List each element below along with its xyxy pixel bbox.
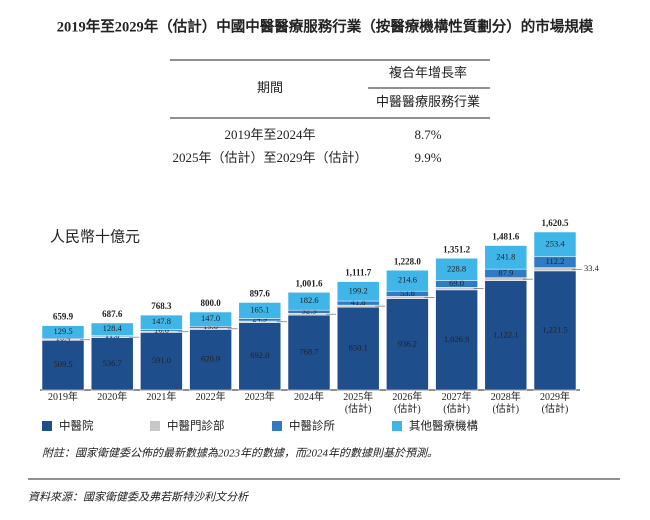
x-tick-label: 2023年 — [244, 392, 275, 403]
total-label: 768.3 — [151, 301, 172, 311]
value-label: 936.2 — [398, 338, 417, 348]
legend-swatch — [150, 421, 160, 431]
chart-title: 2019年至2029年（估計）中國中醫醫療服務行業（按醫療機構性質劃分）的市場規… — [57, 17, 594, 35]
value-label: 182.6 — [299, 295, 318, 305]
value-label: 165.1 — [250, 304, 269, 314]
value-label: 692.0 — [250, 350, 269, 360]
value-label: 768.7 — [299, 346, 318, 356]
value-label: 53.8 — [400, 288, 415, 298]
value-label: 591.0 — [152, 355, 171, 365]
total-label: 659.9 — [53, 312, 74, 322]
bar-segment — [533, 267, 577, 272]
table-cell: 2019年至2024年 — [224, 127, 315, 142]
value-label: 33.4 — [584, 263, 600, 273]
value-label: 509.5 — [53, 359, 72, 369]
bar-segment — [386, 270, 429, 292]
bar-segment — [140, 314, 183, 330]
total-label: 1,481.6 — [492, 232, 520, 242]
bar-segment — [287, 292, 331, 311]
bar-segment — [336, 306, 380, 391]
total-label: 897.6 — [250, 289, 271, 299]
bar-segment — [238, 302, 282, 319]
value-label: 620.9 — [201, 354, 220, 364]
x-tick-label: 2024年 — [294, 392, 324, 403]
bar-segment — [41, 325, 85, 339]
bar-segment — [90, 337, 134, 391]
total-label: 687.6 — [102, 309, 123, 319]
value-label: 87.9 — [498, 267, 513, 277]
value-label: 253.4 — [545, 238, 565, 248]
bar-segment — [533, 231, 577, 257]
total-label: 1,620.5 — [542, 218, 570, 228]
value-label: 41.8 — [351, 297, 366, 307]
total-label: 1,001.6 — [296, 278, 324, 288]
value-label: 69.0 — [449, 278, 464, 288]
value-label: 112.2 — [546, 256, 565, 266]
legend-label: 其他醫療機構 — [409, 419, 478, 433]
value-label: 147.0 — [201, 313, 220, 323]
x-tick-label: 2021年 — [146, 392, 177, 403]
value-label: 199.2 — [349, 285, 368, 295]
bar-segment — [336, 281, 380, 302]
value-label: 214.6 — [398, 275, 417, 285]
bar-segment — [435, 289, 478, 391]
value-label: 147.8 — [152, 316, 171, 326]
total-label: 1,351.2 — [443, 244, 471, 254]
x-tick-label: 2019年 — [48, 392, 78, 403]
value-label: 1,026.9 — [444, 334, 470, 344]
x-tick-label: 2027年 (估計) — [441, 392, 472, 415]
total-label: 800.0 — [200, 298, 221, 308]
bar-segment — [287, 314, 331, 391]
bar-segment — [484, 245, 528, 270]
value-label: 1,221.5 — [542, 324, 568, 334]
bar-segment — [484, 280, 528, 391]
note: 附註：國家衛健委公佈的最新數據為2023年的數據，而2024年的數據則基於預測。 — [42, 447, 438, 460]
table-cell: 9.9% — [414, 150, 441, 165]
bar-segment — [533, 270, 577, 391]
bar-segment — [238, 322, 282, 391]
value-label: 1,122.1 — [493, 329, 519, 339]
value-label: 241.8 — [496, 251, 515, 261]
value-label: 850.1 — [349, 343, 368, 353]
total-label: 1,228.0 — [394, 256, 422, 266]
value-label: 228.8 — [447, 263, 466, 273]
bar-segment — [386, 298, 429, 391]
bar-segment — [435, 258, 478, 281]
legend-label: 中醫門診部 — [167, 419, 225, 433]
x-tick-label: 2022年 — [195, 392, 226, 403]
value-label: 32.3 — [302, 306, 317, 316]
legend-swatch — [42, 421, 52, 431]
value-label: 129.5 — [53, 326, 72, 336]
value-label: 536.7 — [103, 358, 122, 368]
bar-segment — [189, 311, 232, 327]
legend-label: 中醫院 — [59, 419, 94, 433]
table-header: 複合年增長率 — [389, 65, 467, 80]
bar-segment — [484, 277, 528, 281]
x-tick-label: 2025年 (估計) — [343, 392, 374, 415]
table-cell: 2025年（估計）至2029年（估計） — [172, 150, 367, 165]
x-tick-label: 2029年 (估計) — [540, 392, 570, 415]
legend-swatch — [272, 421, 282, 431]
x-tick-label: 2020年 — [97, 392, 128, 403]
x-tick-label: 2026年 (估計) — [392, 392, 423, 415]
value-label: 128.4 — [103, 323, 123, 333]
bar-segment — [41, 340, 85, 391]
unit-label: 人民幣十億元 — [50, 228, 140, 245]
bar-segment — [189, 329, 232, 391]
bar-segment — [90, 322, 134, 336]
table-header: 期間 — [257, 80, 283, 95]
total-label: 1,111.7 — [345, 268, 372, 278]
source: 資料來源：國家衛健委及弗若斯特沙利文分析 — [28, 491, 250, 504]
x-tick-label: 2028年 (估計) — [490, 392, 521, 415]
legend-label: 中醫診所 — [289, 419, 335, 433]
legend-swatch — [392, 421, 402, 431]
table-header: 中醫醫療服務行業 — [376, 94, 480, 109]
table-cell: 8.7% — [414, 127, 441, 142]
